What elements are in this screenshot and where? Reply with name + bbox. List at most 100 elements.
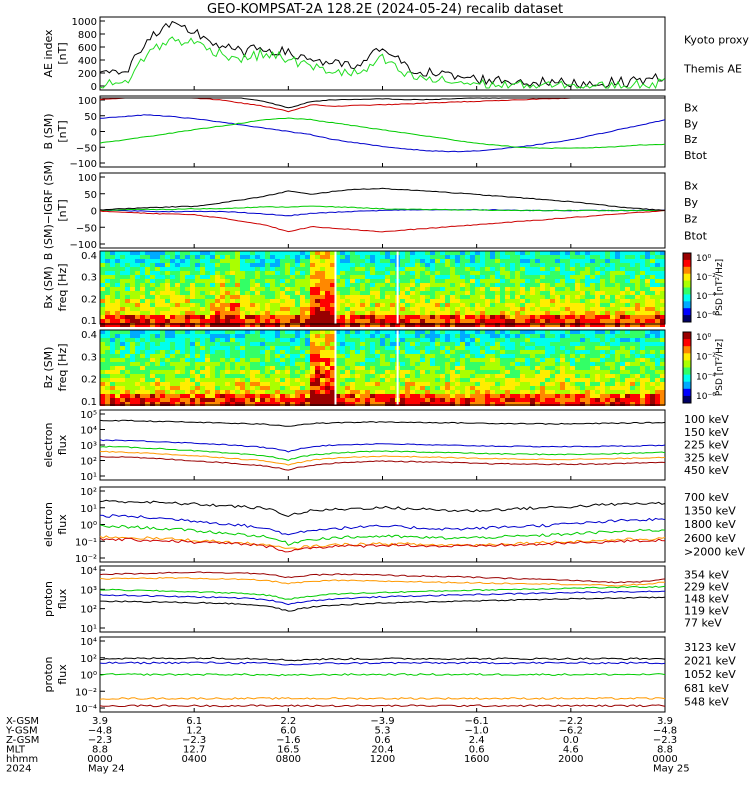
spectrogram-cell (220, 378, 225, 382)
spectrogram-cell (490, 295, 495, 299)
spectrogram-cell (645, 366, 650, 370)
spectrogram-cell (220, 283, 225, 287)
spectrogram-cell (475, 271, 480, 275)
spectrogram-cell (510, 275, 515, 279)
spectrogram-cell (265, 342, 270, 346)
spectrogram-cell (205, 251, 210, 255)
spectrogram-cell (530, 382, 535, 386)
spectrogram-cell (150, 251, 155, 255)
spectrogram-cell (165, 319, 170, 323)
spectrogram-cell (425, 354, 430, 358)
spectrogram-cell (365, 334, 370, 338)
spectrogram-cell (130, 374, 135, 378)
spectrogram-cell (490, 338, 495, 342)
spectrogram-cell (465, 402, 470, 406)
spectrogram-cell (390, 334, 395, 338)
spectrogram-cell (415, 251, 420, 255)
spectrogram-cell (205, 299, 210, 303)
spectrogram-cell (595, 263, 600, 267)
spectrogram-cell (160, 358, 165, 362)
spectrogram-cell (285, 402, 290, 406)
spectrogram-cell (535, 251, 540, 255)
spectrogram-cell (380, 374, 385, 378)
spectrogram-cell (175, 366, 180, 370)
spectrogram-cell (300, 350, 305, 354)
legend-entry: 325 keV (684, 451, 729, 464)
spectrogram-cell (140, 315, 145, 319)
spectrogram-cell (445, 394, 450, 398)
spectrogram-cell (345, 330, 350, 334)
spectrogram-cell (525, 275, 530, 279)
spectrogram-cell (230, 323, 235, 327)
spectrogram-cell (340, 342, 345, 346)
spectrogram-cell (185, 299, 190, 303)
spectrogram-cell (505, 390, 510, 394)
spectrogram-cell (295, 283, 300, 287)
spectrogram-cell (235, 271, 240, 275)
spectrogram-cell (120, 291, 125, 295)
spectrogram-cell (135, 338, 140, 342)
spectrogram-cell (430, 398, 435, 402)
spectrogram-cell (160, 334, 165, 338)
spectrogram-cell (235, 267, 240, 271)
spectrogram-cell (510, 374, 515, 378)
spectrogram-cell (630, 362, 635, 366)
spectrogram-cell (510, 283, 515, 287)
spectrogram-cell (560, 362, 565, 366)
spectrogram-cell (385, 390, 390, 394)
spectrogram-cell (315, 358, 320, 362)
spectrogram-cell (360, 275, 365, 279)
spectrogram-cell (640, 287, 645, 291)
spectrogram-cell (350, 370, 355, 374)
spectrogram-cell (260, 263, 265, 267)
spectrogram-cell (145, 263, 150, 267)
spectrogram-cell (475, 390, 480, 394)
spectrogram-cell (570, 394, 575, 398)
spectrogram-cell (325, 366, 330, 370)
spectrogram-cell (650, 303, 655, 307)
spectrogram-cell (155, 382, 160, 386)
spectrogram-cell (290, 350, 295, 354)
spectrogram-cell (565, 378, 570, 382)
spectrogram-cell (345, 338, 350, 342)
spectrogram-cell (425, 283, 430, 287)
spectrogram-cell (115, 275, 120, 279)
spectrogram-cell (405, 251, 410, 255)
legend-entry: Themis AE (683, 63, 742, 76)
spectrogram-cell (135, 315, 140, 319)
spectrogram-cell (145, 366, 150, 370)
spectrogram-cell (285, 370, 290, 374)
spectrogram-cell (355, 287, 360, 291)
spectrogram-cell (405, 279, 410, 283)
spectrogram-cell (175, 303, 180, 307)
spectrogram-cell (360, 267, 365, 271)
spectrogram-cell (480, 330, 485, 334)
spectrogram-cell (150, 323, 155, 327)
spectrogram-cell (575, 346, 580, 350)
spectrogram-cell (455, 330, 460, 334)
spectrogram-cell (100, 279, 105, 283)
spectrogram-cell (340, 390, 345, 394)
spectrogram-cell (565, 350, 570, 354)
spectrogram-cell (145, 295, 150, 299)
spectrogram-cell (615, 295, 620, 299)
spectrogram-cell (145, 334, 150, 338)
spectrogram-cell (295, 271, 300, 275)
spectrogram-cell (250, 338, 255, 342)
spectrogram-cell (235, 370, 240, 374)
spectrogram-cell (370, 319, 375, 323)
spectrogram-cell (650, 275, 655, 279)
spectrogram-cell (620, 366, 625, 370)
spectrogram-cell (440, 287, 445, 291)
spectrogram-cell (550, 307, 555, 311)
spectrogram-cell (240, 350, 245, 354)
spectrogram-cell (595, 251, 600, 255)
spectrogram-cell (605, 275, 610, 279)
spectrogram-cell (610, 350, 615, 354)
spectrogram-cell (470, 279, 475, 283)
spectrogram-cell (425, 390, 430, 394)
spectrogram-cell (485, 319, 490, 323)
spectrogram-cell (145, 275, 150, 279)
spectrogram-cell (405, 382, 410, 386)
y-tick-label: 10⁵ (80, 410, 97, 421)
